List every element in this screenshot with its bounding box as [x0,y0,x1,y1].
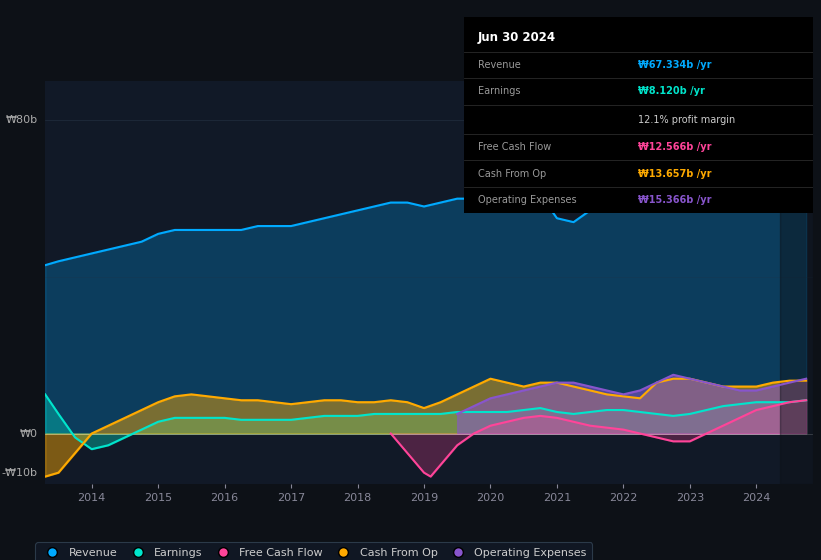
Text: ₩15.366b /yr: ₩15.366b /yr [639,195,712,205]
Text: Revenue: Revenue [478,60,521,70]
Text: ₩13.657b /yr: ₩13.657b /yr [639,169,712,179]
Text: ₩8.120b /yr: ₩8.120b /yr [639,86,705,96]
Text: 12.1% profit margin: 12.1% profit margin [639,115,736,125]
Bar [780,81,813,484]
Text: ₩0: ₩0 [20,428,38,438]
Text: Jun 30 2024: Jun 30 2024 [478,31,556,44]
Text: ₩12.566b /yr: ₩12.566b /yr [639,142,712,152]
Text: ₩80b: ₩80b [6,115,38,125]
Text: ₩67.334b /yr: ₩67.334b /yr [639,60,712,70]
Legend: Revenue, Earnings, Free Cash Flow, Cash From Op, Operating Expenses: Revenue, Earnings, Free Cash Flow, Cash … [35,543,592,560]
Text: Cash From Op: Cash From Op [478,169,546,179]
Text: -₩10b: -₩10b [2,468,38,478]
Text: Operating Expenses: Operating Expenses [478,195,576,205]
Text: Earnings: Earnings [478,86,521,96]
Text: Free Cash Flow: Free Cash Flow [478,142,551,152]
